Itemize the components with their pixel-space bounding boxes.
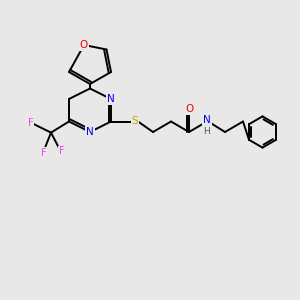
Text: N: N [107, 94, 115, 104]
Text: O: O [185, 104, 193, 115]
Text: F: F [28, 118, 34, 128]
Text: N: N [203, 115, 211, 125]
Text: F: F [59, 146, 64, 157]
Text: N: N [86, 127, 94, 137]
Text: F: F [41, 148, 46, 158]
Text: H: H [204, 127, 210, 136]
Text: O: O [80, 40, 88, 50]
Text: S: S [132, 116, 138, 127]
